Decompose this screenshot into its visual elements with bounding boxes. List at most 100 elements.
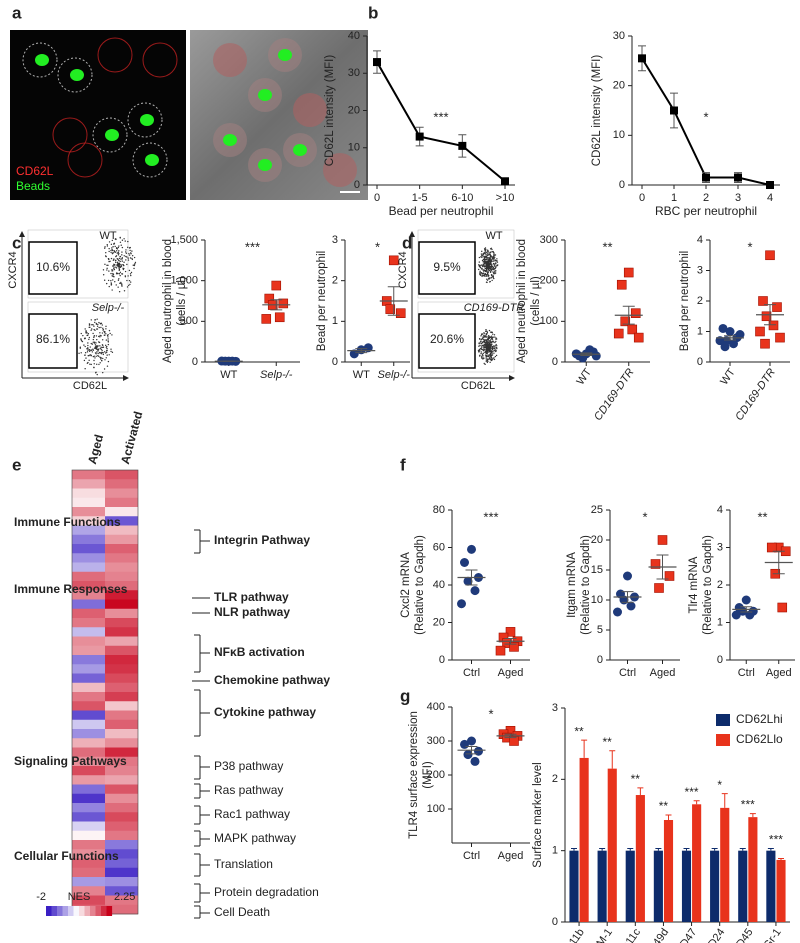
- x-tick-label: Aged: [498, 850, 524, 862]
- flow-event: [490, 341, 492, 343]
- flow-event: [124, 240, 126, 242]
- pathway-label: Cell Death: [214, 905, 270, 919]
- x-tick-label: Ctrl: [619, 667, 636, 679]
- flow-event: [113, 266, 115, 268]
- flow-event: [490, 351, 493, 354]
- flow-event: [114, 280, 116, 283]
- flow-event: [487, 252, 489, 254]
- flow-event: [99, 345, 101, 347]
- flow-event: [123, 238, 125, 240]
- flow-event: [487, 263, 490, 265]
- data-point: [467, 544, 476, 554]
- sem-bar: [465, 569, 478, 586]
- flow-event: [105, 325, 107, 328]
- flow-event: [96, 338, 98, 341]
- flow-event: [114, 238, 117, 240]
- colorbar-swatch: [90, 906, 96, 916]
- flow-event: [480, 340, 482, 342]
- flow-event: [106, 264, 108, 266]
- flow-event: [491, 248, 493, 251]
- heatmap-cell: [105, 849, 138, 859]
- flow-event: [481, 357, 483, 359]
- marker: [638, 54, 646, 63]
- data-point: [505, 627, 516, 637]
- flow-event: [95, 353, 97, 355]
- sem-bar: [504, 733, 517, 739]
- heatmap-cell: [72, 590, 105, 600]
- flow-event: [495, 266, 497, 268]
- bead-cluster: [145, 154, 159, 166]
- flow-event: [114, 264, 116, 266]
- flow-event: [127, 240, 129, 243]
- flow-event: [99, 332, 101, 334]
- y-axis-label: Aged neutrophil in blood: [516, 239, 528, 363]
- flow-event: [112, 246, 114, 248]
- flow-event: [112, 273, 115, 276]
- flow-event: [484, 330, 487, 333]
- flow-event: [484, 251, 486, 253]
- flow-event: [99, 352, 101, 354]
- flow-event: [97, 352, 99, 355]
- flow-event: [492, 251, 495, 254]
- flow-event: [492, 345, 495, 347]
- annotation: **: [631, 772, 641, 786]
- flow-event: [487, 344, 489, 346]
- flow-event: [105, 251, 107, 254]
- y-tick-label: 1: [717, 616, 723, 628]
- heatmap-cell: [72, 729, 105, 739]
- flow-event: [118, 257, 121, 260]
- y-tick-label: 200: [540, 275, 558, 287]
- flow-event: [108, 354, 110, 356]
- flow-event: [490, 264, 493, 266]
- y-tick-label: 3: [332, 234, 338, 246]
- flow-event: [490, 359, 492, 362]
- data-point: [650, 559, 661, 569]
- data-point: [457, 599, 466, 609]
- heatmap-cell: [105, 525, 138, 536]
- flow-event: [98, 363, 100, 366]
- marker: [458, 141, 467, 150]
- data-point: [758, 296, 768, 306]
- colorbar-swatch: [101, 906, 107, 916]
- flow-event: [105, 339, 108, 341]
- flow-event: [119, 260, 121, 263]
- y-tick-label: 100: [540, 315, 558, 327]
- flow-event: [79, 347, 82, 349]
- flow-event: [480, 253, 483, 255]
- heatmap-cell: [72, 812, 105, 822]
- flow-event: [479, 338, 481, 340]
- cell: [97, 37, 133, 73]
- data-point: [495, 645, 506, 656]
- flow-event: [496, 347, 498, 350]
- x-tick-label: Gr-1: [761, 927, 783, 943]
- flow-event: [92, 332, 94, 335]
- heatmap-cell: [72, 793, 105, 804]
- y-axis-label: (Relative to Gapdh): [414, 535, 426, 635]
- heatmap-cell: [72, 821, 105, 832]
- flow-event: [87, 349, 89, 352]
- flow-event: [486, 361, 489, 364]
- flow-event: [495, 259, 497, 262]
- y-tick-label: 20: [591, 534, 603, 546]
- flow-event: [115, 261, 117, 264]
- flow-event: [118, 273, 121, 275]
- y-axis-label: Bead per neutrophil: [679, 251, 691, 351]
- flow-event: [483, 348, 485, 350]
- cell: [323, 153, 357, 187]
- flow-event: [485, 336, 487, 338]
- flow-event: [93, 335, 96, 337]
- flow-event: [87, 342, 89, 344]
- flow-event: [117, 272, 119, 275]
- heatmap-cell: [72, 525, 105, 536]
- heatmap-cell: [105, 590, 138, 600]
- bar: [569, 850, 579, 922]
- flow-event: [486, 355, 489, 357]
- flow-event: [483, 336, 486, 338]
- flow-event: [117, 254, 120, 256]
- heatmap-cell: [105, 636, 138, 647]
- heatmap-cell: [72, 673, 105, 684]
- flow-event: [486, 249, 489, 251]
- flow-event: [110, 272, 112, 275]
- pathway-label: TLR pathway: [214, 590, 289, 604]
